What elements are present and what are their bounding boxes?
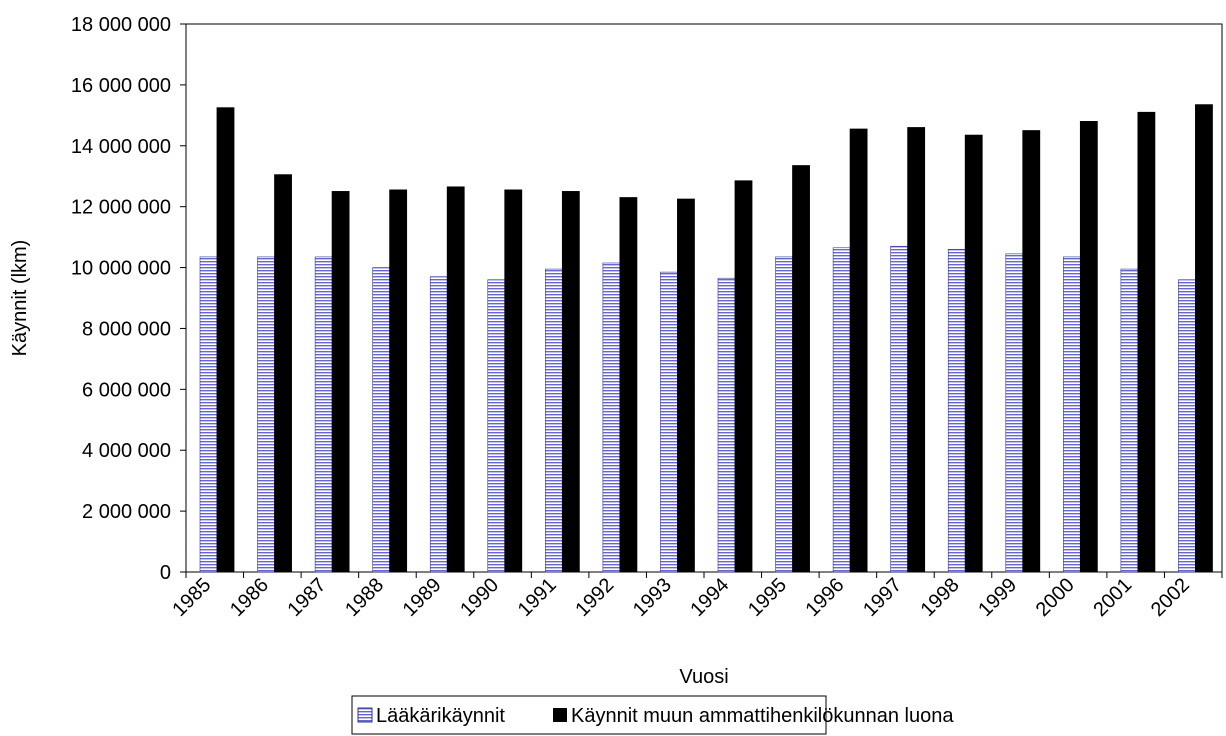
bar-muun-ammattihenkilokunnan [907,127,926,573]
bar-muun-ammattihenkilokunnan [792,165,810,573]
bar-muun-ammattihenkilokunnan [216,107,235,573]
plot-area [185,23,1223,573]
legend-swatch-laakarikaynnit [357,707,373,723]
bar-muun-ammattihenkilokunnan [734,180,753,573]
y-tick-label: 12 000 000 [71,197,171,219]
bar-laakarikaynnit [545,268,563,573]
x-tick-label: 1995 [744,574,791,621]
bar-muun-ammattihenkilokunnan [619,197,638,573]
bar-muun-ammattihenkilokunnan [1022,130,1041,573]
bar-laakarikaynnit [717,277,736,573]
bar-muun-ammattihenkilokunnan [677,198,695,573]
x-tick-label: 2000 [1032,574,1079,621]
y-tick-label: 4 000 000 [82,440,171,462]
bar-laakarikaynnit [314,256,333,573]
bar-muun-ammattihenkilokunnan [274,174,292,573]
y-axis-title: Käynnit (lkm) [9,240,31,357]
legend-box [351,695,827,735]
x-tick-label: 1999 [974,574,1021,621]
bar-muun-ammattihenkilokunnan [389,189,408,573]
bar-muun-ammattihenkilokunnan [964,134,983,573]
y-tick-label: 2 000 000 [82,501,171,523]
x-tick-label: 1987 [284,574,331,621]
bar-laakarikaynnit [199,256,218,573]
bar-laakarikaynnit [1120,268,1139,573]
legend-label-laakarikaynnit: Lääkärikäynnit [376,705,505,727]
y-tick-label: 8 000 000 [82,318,171,340]
legend-swatch-muun-ammattihenkilokunnan [553,708,567,722]
x-tick-label: 2001 [1089,574,1136,621]
bar-laakarikaynnit [1178,279,1196,573]
y-tick-label: 6 000 000 [82,379,171,401]
y-tick-label: 16 000 000 [71,75,171,97]
x-axis-title: Vuosi [679,666,728,688]
bars-group [199,104,1213,573]
bar-laakarikaynnit [1005,253,1024,573]
x-tick-label: 1985 [168,574,215,621]
bar-laakarikaynnit [775,256,793,573]
legend: Lääkärikäynnit Käynnit muun ammattihenkil… [351,695,954,735]
x-tick-label: 1991 [514,574,561,621]
y-tick-label: 14 000 000 [71,136,171,158]
bar-laakarikaynnit [890,245,908,573]
y-tick-label: 10 000 000 [71,258,171,280]
bar-laakarikaynnit [602,262,621,573]
bar-laakarikaynnit [832,247,851,573]
bar-laakarikaynnit [487,279,506,573]
x-tick-label: 1998 [917,574,964,621]
x-tick-label: 1994 [686,574,733,621]
x-axis: 1985 1986 1987 1988 1989 1990 1991 1992 1993 1994… [168,572,1223,621]
bar-laakarikaynnit [947,248,966,573]
bar-muun-ammattihenkilokunnan [561,191,580,573]
legend-label-muun-ammattihenkilokunnan: Käynnit muun ammattihenkilökunnan luona [571,705,954,727]
bar-muun-ammattihenkilokunnan [1079,121,1098,573]
x-tick-label: 2002 [1147,574,1194,621]
x-tick-label: 1996 [802,574,849,621]
bar-muun-ammattihenkilokunnan [1195,104,1213,573]
x-tick-label: 1993 [629,574,676,621]
x-tick-label: 1986 [226,574,273,621]
x-tick-label: 1990 [456,574,503,621]
bar-laakarikaynnit [372,267,390,573]
x-tick-label: 1992 [571,574,618,621]
bar-laakarikaynnit [660,271,678,573]
x-tick-label: 1997 [859,574,906,621]
y-tick-label: 18 000 000 [71,14,171,36]
bar-muun-ammattihenkilokunnan [849,128,868,573]
y-tick-label: 0 [160,562,171,584]
bar-laakarikaynnit [1063,256,1081,573]
x-tick-label: 1988 [341,574,388,621]
bar-muun-ammattihenkilokunnan [446,186,465,573]
bar-muun-ammattihenkilokunnan [331,191,350,573]
bar-laakarikaynnit [257,256,275,573]
y-axis: 0 2 000 000 4 000 000 6 000 000 8 000 000 10 … [71,14,186,584]
bar-muun-ammattihenkilokunnan [504,189,523,573]
bar-muun-ammattihenkilokunnan [1137,111,1156,573]
bar-laakarikaynnit [429,276,448,573]
x-tick-label: 1989 [399,574,446,621]
